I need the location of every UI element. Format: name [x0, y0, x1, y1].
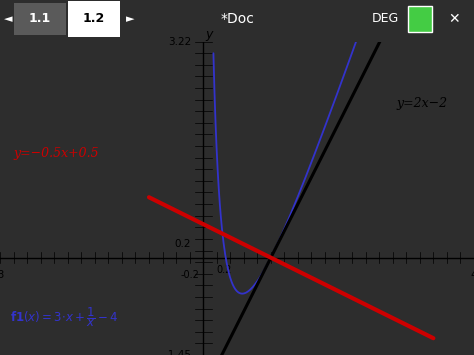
Text: 1.1: 1.1 [29, 12, 51, 25]
Text: y: y [205, 28, 212, 41]
Text: ►: ► [126, 13, 134, 24]
Text: 1.2: 1.2 [83, 12, 105, 25]
Text: ◄: ◄ [4, 13, 12, 24]
Text: 3.22: 3.22 [168, 37, 191, 47]
FancyBboxPatch shape [408, 6, 432, 32]
Text: ✕: ✕ [448, 12, 460, 26]
Text: 0.2: 0.2 [175, 239, 191, 249]
Text: *Doc: *Doc [220, 12, 254, 26]
FancyBboxPatch shape [68, 1, 120, 37]
Text: -1.45: -1.45 [164, 350, 191, 355]
Text: $\mathbf{f1}(x)=3{\cdot}x+\dfrac{1}{x}-4$: $\mathbf{f1}(x)=3{\cdot}x+\dfrac{1}{x}-4… [10, 305, 119, 329]
Text: y=−0.5x+0.5: y=−0.5x+0.5 [14, 147, 99, 160]
Text: -3: -3 [0, 270, 5, 280]
Text: 0.2: 0.2 [217, 265, 232, 275]
FancyBboxPatch shape [14, 2, 66, 36]
Text: y=2x−2: y=2x−2 [396, 97, 447, 110]
Text: -0.2: -0.2 [180, 270, 199, 280]
Text: 4: 4 [471, 270, 474, 280]
Text: DEG: DEG [371, 12, 399, 25]
